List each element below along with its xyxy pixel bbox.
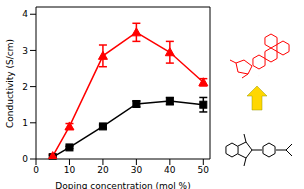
- svg-text:0: 0: [33, 165, 39, 175]
- svg-text:2: 2: [22, 82, 28, 92]
- svg-text:50: 50: [198, 165, 210, 175]
- svg-text:Doping concentration (mol %): Doping concentration (mol %): [55, 181, 190, 189]
- svg-text:30: 30: [131, 165, 143, 175]
- svg-text:3: 3: [22, 46, 28, 56]
- svg-text:20: 20: [97, 165, 109, 175]
- svg-text:1: 1: [22, 118, 28, 128]
- svg-text:10: 10: [64, 165, 76, 175]
- svg-text:40: 40: [164, 165, 176, 175]
- svg-text:Conductivity (S/cm): Conductivity (S/cm): [8, 39, 15, 128]
- svg-text:0: 0: [22, 154, 28, 164]
- svg-text:4: 4: [22, 9, 28, 19]
